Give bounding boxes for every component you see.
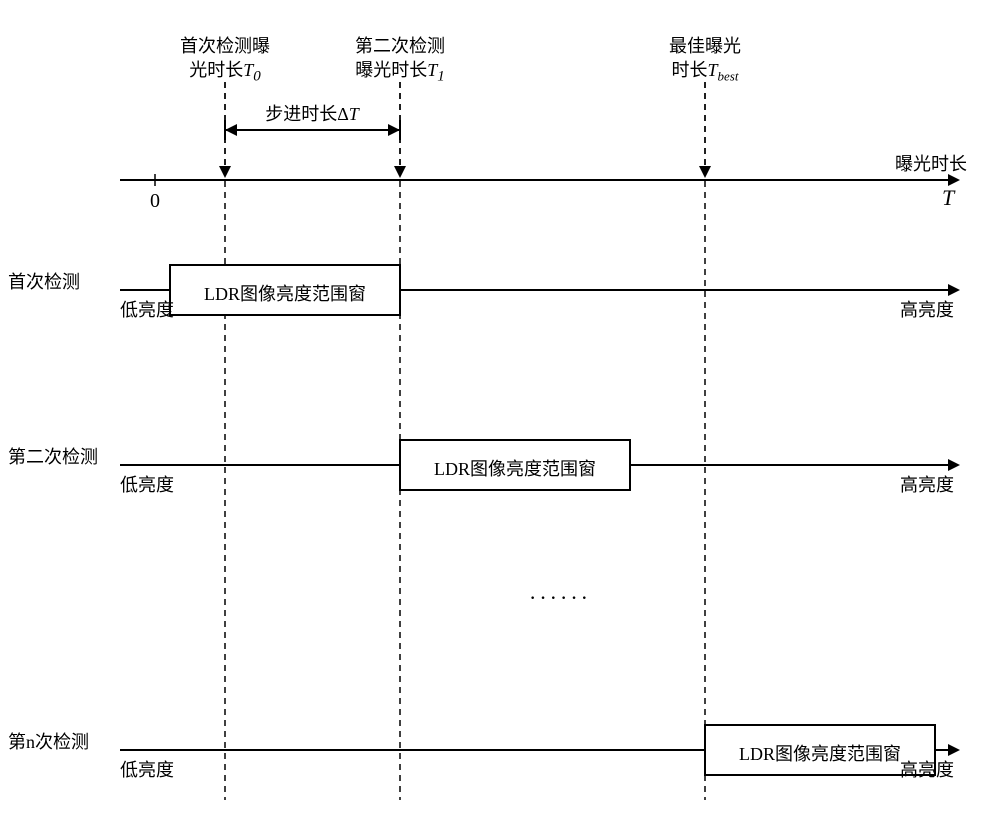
rown-high: 高亮度 (900, 756, 954, 782)
rown-box-text: LDR图像亮度范围窗 (739, 740, 901, 766)
t1-label-line1: 第二次检测 (355, 32, 445, 58)
row1-low: 低亮度 (120, 296, 174, 322)
row2-low: 低亮度 (120, 471, 174, 497)
row1-high: 高亮度 (900, 296, 954, 322)
tbest-label-line2: 时长Tbest (672, 56, 739, 85)
row2-high: 高亮度 (900, 471, 954, 497)
step-label: 步进时长ΔT (265, 100, 359, 126)
row2-name: 第二次检测 (8, 443, 118, 469)
tbest-label-line1: 最佳曝光 (669, 32, 741, 58)
row2-box-text: LDR图像亮度范围窗 (434, 455, 596, 481)
t0-label-line2: 光时长T0 (189, 56, 261, 86)
row1-name: 首次检测 (8, 268, 118, 294)
rown-low: 低亮度 (120, 756, 174, 782)
axis-t-symbol: T (942, 185, 954, 211)
diagram-svg (0, 0, 1000, 825)
axis-zero: 0 (150, 190, 160, 213)
diagram-canvas: 首次检测曝 光时长T0 第二次检测 曝光时长T1 最佳曝光 时长Tbest 步进… (0, 0, 1000, 825)
axis-label: 曝光时长 (895, 150, 967, 176)
t0-label-line1: 首次检测曝 (180, 32, 270, 58)
t1-label-line2: 曝光时长T1 (355, 56, 445, 86)
row1-box-text: LDR图像亮度范围窗 (204, 280, 366, 306)
rown-name: 第n次检测 (8, 728, 118, 754)
ellipsis: ······ (529, 585, 591, 611)
